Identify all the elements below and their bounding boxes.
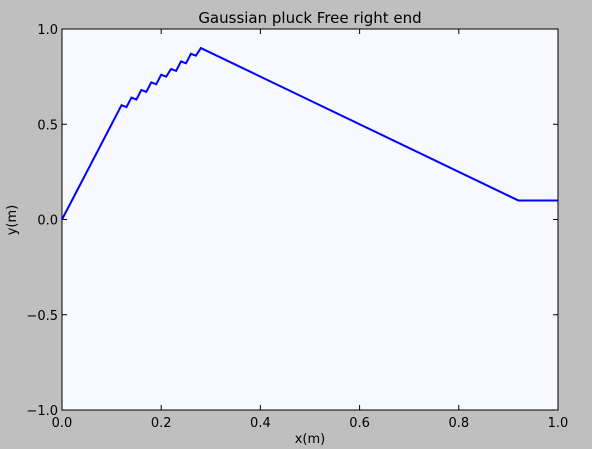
tick-labels: 0.0 0.2 0.4 0.6 0.8 1.0 −1.0 −0.5 0.0 0.5 1.0 bbox=[26, 23, 568, 431]
x-tick-label: 1.0 bbox=[548, 416, 569, 431]
x-tick-label: 0.0 bbox=[52, 416, 73, 431]
y-axis-label: y(m) bbox=[5, 205, 20, 236]
x-tick-label: 0.2 bbox=[151, 416, 172, 431]
x-tick-label: 0.6 bbox=[349, 416, 370, 431]
chart-title: Gaussian pluck Free right end bbox=[198, 9, 421, 27]
y-tick-label: −1.0 bbox=[26, 404, 58, 419]
y-tick-label: 1.0 bbox=[37, 23, 58, 38]
x-tick-label: 0.4 bbox=[250, 416, 271, 431]
x-axis-label: x(m) bbox=[295, 432, 326, 447]
plot-area bbox=[62, 29, 558, 410]
series-layer bbox=[61, 46, 558, 220]
y-tick-label: 0.5 bbox=[37, 118, 58, 133]
x-tick-label: 0.8 bbox=[448, 416, 469, 431]
y-tick-label: −0.5 bbox=[26, 309, 58, 324]
series-line bbox=[61, 46, 558, 220]
y-tick-label: 0.0 bbox=[37, 214, 58, 229]
plot-frame bbox=[61, 28, 559, 411]
